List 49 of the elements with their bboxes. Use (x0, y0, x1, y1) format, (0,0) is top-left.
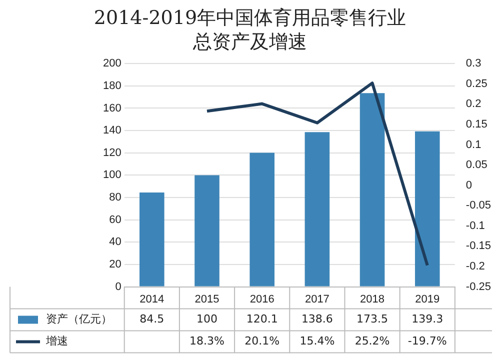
bar (194, 175, 220, 286)
y-tick-label: 140 (102, 124, 122, 137)
x-tick-label: 2014 (140, 293, 164, 306)
data-label: 15.4% (300, 334, 335, 348)
data-label: 138.6 (301, 312, 333, 326)
y-tick-label: 180 (102, 80, 122, 92)
y2-tick-label: 0.15 (466, 118, 488, 131)
y-tick-label: 20 (109, 258, 122, 271)
y-tick-label: 160 (102, 102, 122, 114)
data-label: 100 (196, 312, 218, 326)
y2-tick-label: 0.1 (466, 138, 482, 151)
x-tick-label: 2016 (250, 293, 274, 306)
y2-tick-label: -0.1 (466, 220, 485, 232)
y-tick-label: 40 (109, 236, 122, 248)
bar (414, 131, 440, 286)
y2-tick-label: -0.15 (466, 240, 492, 252)
data-label: 84.5 (140, 312, 164, 326)
legend-label: 资产（亿元） (46, 312, 112, 326)
y2-tick-label: -0.05 (466, 200, 492, 212)
y2-tick-label: -0.25 (466, 280, 492, 293)
y2-tick-label: -0.2 (466, 260, 485, 273)
y-tick-label: 200 (102, 58, 122, 70)
y2-tick-label: 0.2 (466, 98, 482, 110)
data-label: 173.5 (356, 312, 388, 326)
y-tick-label: 100 (102, 169, 122, 182)
y-tick-label: 0 (115, 280, 122, 293)
y2-tick-label: 0.25 (466, 78, 488, 90)
bar (250, 152, 274, 286)
legend-label: 增速 (45, 334, 68, 348)
data-label: 25.2% (354, 334, 390, 348)
x-tick-label: 2017 (304, 293, 330, 306)
x-tick-label: 2018 (360, 293, 385, 306)
x-tick-label: 2019 (415, 293, 440, 306)
y-tick-label: 60 (109, 214, 122, 226)
data-label: -19.7% (408, 334, 447, 348)
y2-tick-label: 0.05 (466, 159, 488, 172)
bar (360, 93, 385, 286)
data-label: 20.1% (244, 334, 280, 348)
y2-tick-label: 0.3 (466, 58, 482, 70)
y-tick-label: 120 (102, 146, 122, 159)
data-label: 120.1 (246, 312, 278, 326)
y2-tick-label: 0 (466, 179, 472, 192)
chart-title: 2014-2019年中国体育用品零售行业总资产及增速 (92, 6, 408, 54)
data-label: 139.3 (412, 312, 444, 326)
x-tick-label: 2015 (194, 293, 220, 306)
bar (304, 132, 330, 286)
y-tick-label: 80 (109, 192, 122, 204)
bar (140, 192, 164, 286)
data-label: 18.3% (190, 334, 224, 348)
